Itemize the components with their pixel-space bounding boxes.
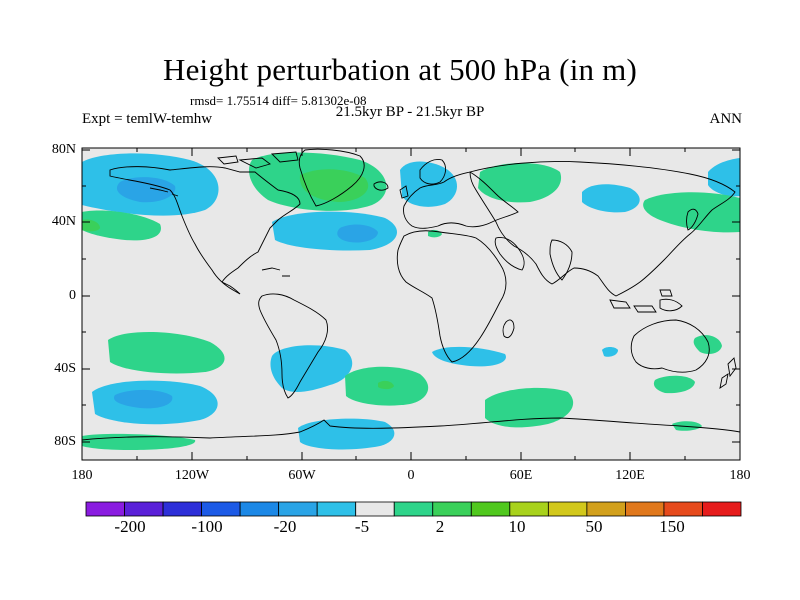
anomaly-pos-dateline — [82, 210, 161, 241]
lon-label-180e: 180 — [729, 468, 751, 483]
colorbar-swatch — [124, 501, 164, 517]
experiment-label: Expt = temlW-temhw — [82, 111, 213, 127]
plot-title: Height perturbation at 500 hPa (in m) — [162, 52, 638, 87]
colorbar-label: 2 — [435, 517, 445, 536]
coast-africa — [396, 230, 507, 363]
colorbar-swatch — [162, 501, 202, 517]
coastlines — [82, 148, 740, 441]
anomaly-neg-asia — [582, 184, 640, 213]
coast-scandinavia — [399, 159, 447, 199]
season-label: ANN — [709, 111, 743, 127]
anomaly-neg-samerica — [270, 345, 353, 392]
anomaly-neg-npacific-core — [116, 177, 176, 203]
coast-indonesia — [609, 289, 683, 313]
lon-label-180w: 180 — [71, 468, 93, 483]
anomaly-neg-indian — [602, 347, 618, 357]
colorbar-label: -20 — [273, 517, 297, 536]
coast-caribbean — [261, 267, 290, 277]
colorbar-swatch — [663, 501, 703, 517]
colorbar-swatch — [278, 501, 318, 517]
anomaly-pos-russia — [478, 163, 562, 203]
lat-ticks — [82, 149, 740, 443]
colorbar-swatch — [201, 501, 241, 517]
colorbar-swatch — [393, 501, 434, 517]
colorbar-swatch — [470, 501, 511, 517]
colorbar-swatch — [702, 501, 742, 517]
coast-south-america — [258, 293, 329, 399]
colorbar-label: -5 — [354, 517, 370, 536]
anomaly-pos-satlantic-core — [378, 380, 394, 390]
period-label: 21.5kyr BP - 21.5kyr BP — [335, 104, 485, 120]
anomaly-field — [82, 148, 740, 450]
anomaly-pos-sindian — [485, 387, 574, 428]
colorbar-label: 150 — [659, 517, 685, 536]
coast-madagascar — [502, 319, 515, 339]
colorbar-swatch — [509, 501, 549, 517]
coast-arctic-islands — [217, 151, 299, 169]
coast-australia — [630, 319, 710, 373]
anomaly-pos-npacific-west — [643, 192, 740, 233]
anomaly-pos-nz — [693, 335, 722, 354]
colorbar-swatch — [239, 501, 280, 517]
anomaly-pos-antarctic-east — [672, 421, 702, 431]
anomaly-neg-antarctic — [298, 418, 395, 450]
lon-label-120w: 120W — [174, 468, 210, 483]
lat-label-80s: 80S — [54, 434, 76, 449]
coast-north-america — [109, 166, 301, 295]
coast-antarctica — [82, 417, 740, 441]
lat-label-40n: 40N — [51, 214, 76, 229]
anomaly-neg-npacific-east — [708, 158, 740, 197]
anomaly-pos-australia-s — [653, 375, 695, 394]
anomaly-neg-satlantic — [432, 346, 506, 367]
lat-label-40s: 40S — [54, 361, 76, 376]
anomaly-pos-greenland-core — [299, 169, 369, 202]
anomaly-neg-natlantic — [272, 211, 397, 251]
colorbar-swatch — [355, 501, 395, 517]
anomaly-neg-spacific-core — [113, 389, 173, 409]
coast-arabia — [494, 237, 525, 271]
coast-new-zealand — [719, 357, 737, 389]
colorbar-label: 10 — [508, 517, 526, 536]
lat-label-eq: 0 — [69, 288, 76, 303]
coast-japan — [686, 208, 699, 231]
lon-ticks — [136, 148, 686, 460]
coast-india — [549, 239, 573, 281]
anomaly-neg-natlantic-core — [337, 224, 378, 243]
colorbar-swatch — [586, 501, 626, 517]
colorbar-label: 50 — [585, 517, 603, 536]
stats-line: rmsd= 1.75514 diff= 5.81302e-08 — [190, 93, 367, 108]
coast-greenland — [298, 148, 365, 207]
colorbar — [85, 501, 742, 517]
lon-label-60w: 60W — [288, 468, 316, 483]
colorbar-swatch — [432, 501, 472, 517]
anomaly-pos-spacific — [108, 331, 225, 374]
coast-iceland — [373, 181, 389, 191]
lon-label-0: 0 — [407, 468, 415, 483]
colorbar-label: -100 — [191, 517, 223, 536]
colorbar-swatch — [85, 501, 125, 517]
colorbar-swatch — [625, 501, 665, 517]
colorbar-label: -200 — [114, 517, 146, 536]
lon-label-60e: 60E — [509, 468, 533, 483]
lon-label-120e: 120E — [615, 468, 645, 483]
coast-asia — [469, 161, 736, 297]
lat-label-80n: 80N — [51, 142, 76, 157]
coast-aleutians — [149, 187, 179, 197]
colorbar-swatch — [316, 501, 357, 517]
colorbar-swatch — [547, 501, 588, 517]
coast-europe — [403, 171, 519, 229]
